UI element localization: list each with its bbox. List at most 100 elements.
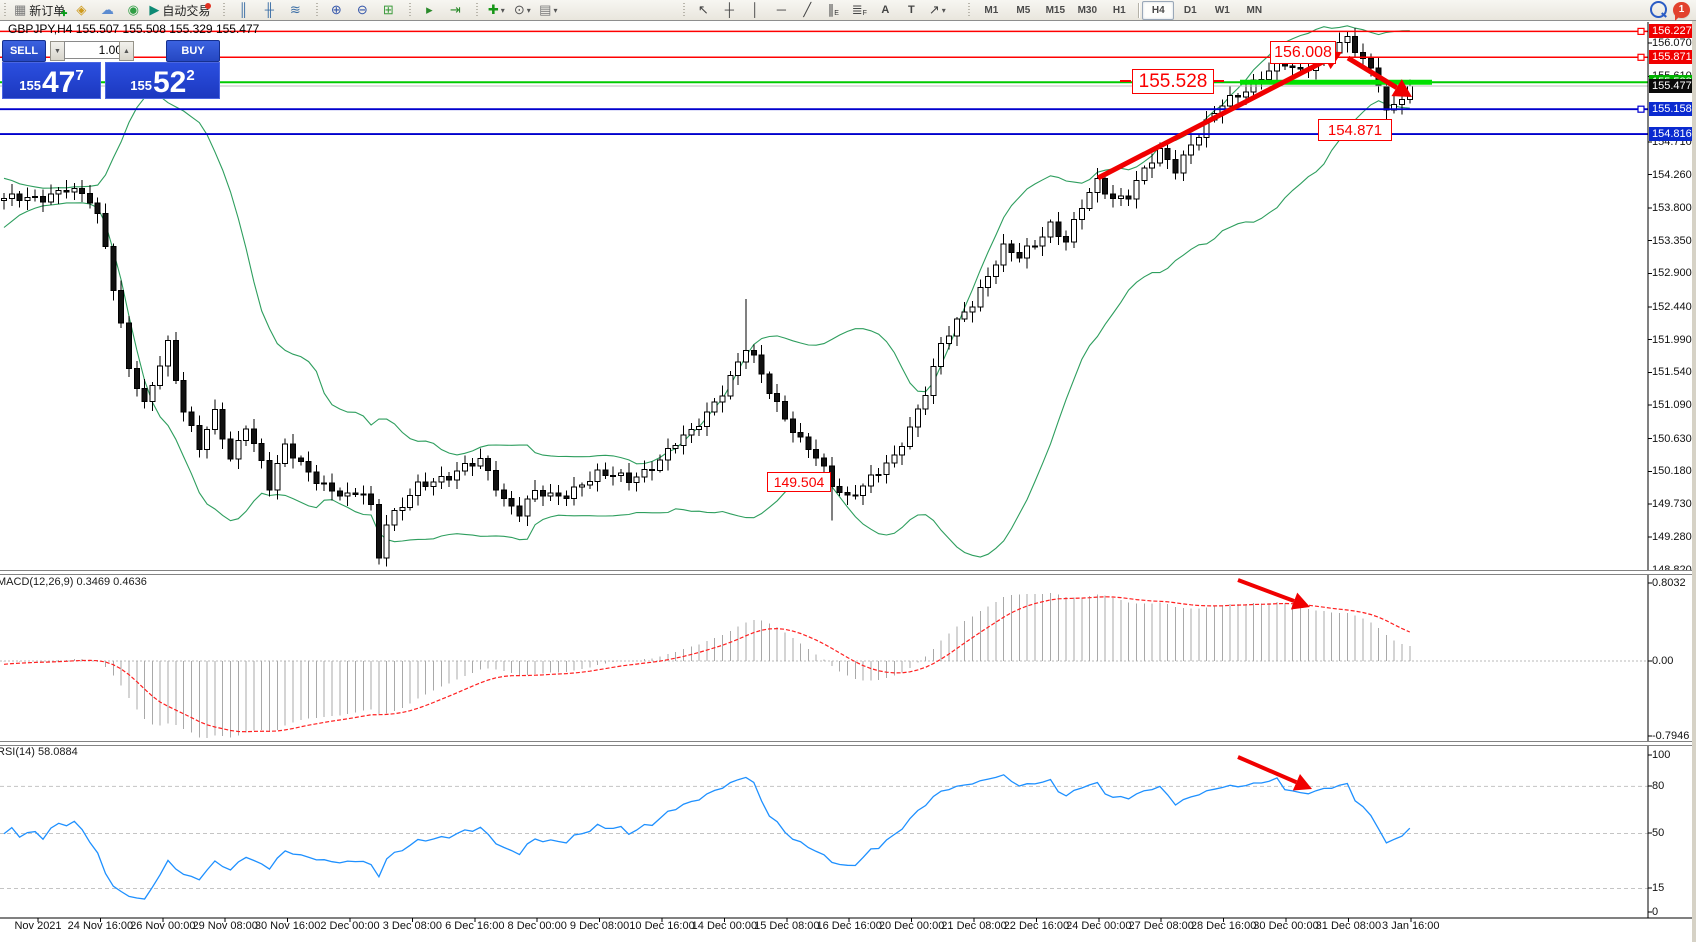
macd-pane-splitter[interactable] (0, 570, 1696, 575)
volume-decrease-button[interactable]: ▼ (50, 41, 65, 61)
vertical-line-button[interactable]: │ (742, 0, 768, 20)
main-pane[interactable] (1, 25, 1413, 567)
candle-body (1336, 42, 1343, 54)
trendline-button[interactable]: ╱ (794, 0, 820, 20)
signals-button[interactable]: ◉ (120, 0, 146, 20)
candle-body (1141, 167, 1148, 182)
line-handle[interactable] (1637, 53, 1645, 61)
annotation-range-low-price[interactable]: 149.504 (767, 472, 831, 492)
toolbar-grip-handle[interactable] (3, 3, 8, 17)
arrows-button[interactable]: ↗ ▾ (924, 0, 950, 20)
tile-windows-button[interactable]: ⊞ (375, 0, 401, 20)
sell-price-display[interactable]: 155 47 7 (2, 62, 101, 99)
bar-chart-mode-icon: ║ (238, 2, 248, 17)
trend-arrow[interactable] (1237, 578, 1295, 603)
templates-button[interactable]: ▤ ▾ (535, 0, 561, 20)
periods-dropdown-arrow[interactable]: ▾ (526, 5, 531, 15)
periods-button[interactable]: ⊙ ▾ (509, 0, 535, 20)
annotation-low-price[interactable]: 154.871 (1318, 119, 1392, 141)
candle-body (1383, 85, 1390, 111)
autotrading-icon: ▶ (149, 2, 160, 17)
rsi-pane-splitter[interactable] (0, 741, 1696, 746)
candle-body (719, 395, 726, 403)
sell-button[interactable]: SELL (2, 40, 46, 62)
timeframe-m30-button[interactable]: M30 (1077, 4, 1098, 16)
price-tick-label: 150.630 (1652, 432, 1692, 445)
annotation-support-price[interactable]: 155.528 (1132, 69, 1214, 94)
timeframe-h1-button[interactable]: H1 (1112, 4, 1126, 16)
candle-body (1195, 137, 1202, 146)
timeframe-m15-button[interactable]: M15 (1045, 4, 1066, 16)
chart-shift-icon: ⇥ (449, 2, 461, 17)
notification-bubble[interactable]: 1 (1673, 1, 1690, 21)
arrows-icon: ↗ (928, 2, 940, 17)
timeframe-toolbar: M1 M5 M15 M30 H1 H4 D1 W1 MN (964, 0, 1270, 20)
search-icon[interactable] (1650, 1, 1667, 18)
line-chart-mode-button[interactable]: ≋ (282, 0, 308, 20)
macd-pane[interactable] (0, 592, 1648, 738)
price-badge-155.158: 155.158 (1649, 102, 1696, 117)
candle-body (469, 463, 476, 467)
indicators-dropdown-arrow[interactable]: ▾ (500, 5, 505, 15)
bar-chart-mode-button[interactable]: ║ (230, 0, 256, 20)
arrows-dropdown-arrow[interactable]: ▾ (941, 5, 946, 15)
text-label-button[interactable]: T (898, 0, 924, 20)
candlestick-chart-mode-button[interactable]: ╫ (256, 0, 282, 20)
autotrading-status-dot (205, 3, 212, 9)
candle-body (782, 401, 788, 420)
text-button[interactable]: A (872, 0, 898, 20)
equidistant-channel-button[interactable]: ∥ E (820, 0, 846, 20)
timeframe-h4-button[interactable]: H4 (1142, 0, 1175, 20)
line-handle[interactable] (1637, 105, 1645, 113)
crosshair-button[interactable]: ┼ (716, 0, 742, 20)
navigator-button[interactable]: ☁ (94, 0, 120, 20)
price-badge-156.227: 156.227 (1649, 24, 1696, 39)
new-order-button[interactable]: ▦ ✚ 新订单 (11, 0, 68, 20)
timeframe-m5-button[interactable]: M5 (1016, 4, 1031, 16)
trend-arrow[interactable] (1096, 58, 1328, 181)
zoom-in-button[interactable]: ⊕ (323, 0, 349, 20)
toolbar-grip-handle[interactable] (475, 3, 481, 17)
toolbar-grip-handle[interactable] (315, 3, 321, 17)
time-tick-label: 20 Dec 00:00 (878, 920, 945, 932)
candle-body (243, 428, 250, 441)
rsi-pane[interactable] (0, 774, 1648, 900)
auto-scroll-button[interactable]: ▸ (416, 0, 442, 20)
cursor-button[interactable]: ↖ (690, 0, 716, 20)
cursor-icon: ↖ (697, 2, 709, 17)
market-watch-button[interactable]: ◈ (68, 0, 94, 20)
candle-body (1297, 67, 1304, 70)
candle-body (1008, 243, 1015, 253)
indicators-button[interactable]: ✚ ▾ (483, 0, 509, 20)
toolbar-grip-handle[interactable] (408, 3, 414, 17)
chart-shift-button[interactable]: ⇥ (442, 0, 468, 20)
trend-arrow-head (1290, 592, 1310, 610)
autotrading-button[interactable]: ▶ 自动交易 (146, 0, 213, 20)
macd-axis-label: 0.00 (1652, 655, 1674, 667)
toolbar-grip-handle[interactable] (967, 3, 973, 17)
time-tick-label: 2 Dec 00:00 (320, 920, 380, 932)
buy-price-display[interactable]: 155 52 2 (105, 62, 220, 99)
time-tick-label: 15 Dec 08:00 (754, 920, 820, 932)
timeframe-m1-button[interactable]: M1 (984, 4, 999, 16)
trend-arrow-head (1292, 773, 1312, 791)
line-handle[interactable] (1637, 27, 1645, 35)
toolbar-grip-handle[interactable] (682, 3, 688, 17)
trend-arrow[interactable] (1346, 55, 1398, 90)
horizontal-line-button[interactable]: ─ (768, 0, 794, 20)
candle-body (1102, 177, 1109, 195)
timeframe-d1-button[interactable]: D1 (1183, 4, 1197, 16)
toolbar-grip-handle[interactable] (222, 3, 228, 17)
volume-input[interactable] (64, 41, 126, 59)
volume-increase-button[interactable]: ▲ (119, 41, 134, 61)
timeframe-mn-button[interactable]: MN (1246, 4, 1263, 16)
timeframe-w1-button[interactable]: W1 (1214, 4, 1230, 16)
annotation-peak-price[interactable]: 156.008 (1270, 41, 1336, 64)
bollinger-lower-band[interactable] (3, 100, 1410, 558)
zoom-out-button[interactable]: ⊖ (349, 0, 375, 20)
trend-arrow[interactable] (1237, 755, 1298, 785)
fibonacci-button[interactable]: ≣ F (846, 0, 872, 20)
buy-button[interactable]: BUY (166, 40, 220, 62)
templates-dropdown-arrow[interactable]: ▾ (553, 5, 558, 15)
